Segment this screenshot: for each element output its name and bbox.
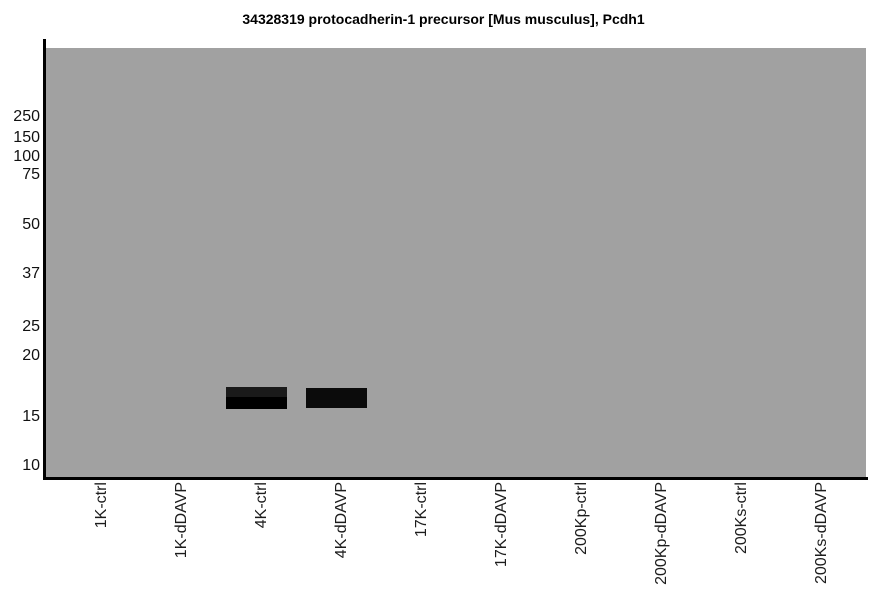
mw-tick-label: 75	[22, 166, 40, 183]
mw-tick-label: 15	[22, 408, 40, 425]
lane-label: 200Kp-dDAVP	[653, 482, 670, 585]
mw-tick-label: 20	[22, 347, 40, 364]
gel-plot-area	[46, 48, 866, 477]
lane-label: 4K-dDAVP	[333, 482, 350, 559]
lane-label: 200Kp-ctrl	[573, 482, 590, 555]
mw-tick-label: 100	[13, 148, 40, 165]
lane-label: 17K-ctrl	[413, 482, 430, 538]
protein-band	[226, 397, 287, 409]
lane-label: 200Ks-ctrl	[733, 482, 750, 555]
mw-tick-label: 50	[22, 216, 40, 233]
lane-label: 4K-ctrl	[253, 482, 270, 529]
lane-label: 1K-ctrl	[93, 482, 110, 529]
mw-tick-label: 25	[22, 318, 40, 335]
lane-label: 200Ks-dDAVP	[813, 482, 830, 584]
protein-band	[226, 387, 287, 397]
protein-band	[306, 388, 367, 408]
y-axis-spine	[43, 39, 46, 480]
chart-title: 34328319 protocadherin-1 precursor [Mus …	[242, 11, 645, 27]
mw-tick-label: 10	[22, 457, 40, 474]
lane-label: 1K-dDAVP	[173, 482, 190, 559]
x-axis-spine	[43, 477, 868, 480]
mw-tick-label: 250	[13, 108, 40, 125]
mw-tick-label: 150	[13, 129, 40, 146]
mw-tick-label: 37	[22, 265, 40, 282]
lane-label: 17K-dDAVP	[493, 482, 510, 568]
